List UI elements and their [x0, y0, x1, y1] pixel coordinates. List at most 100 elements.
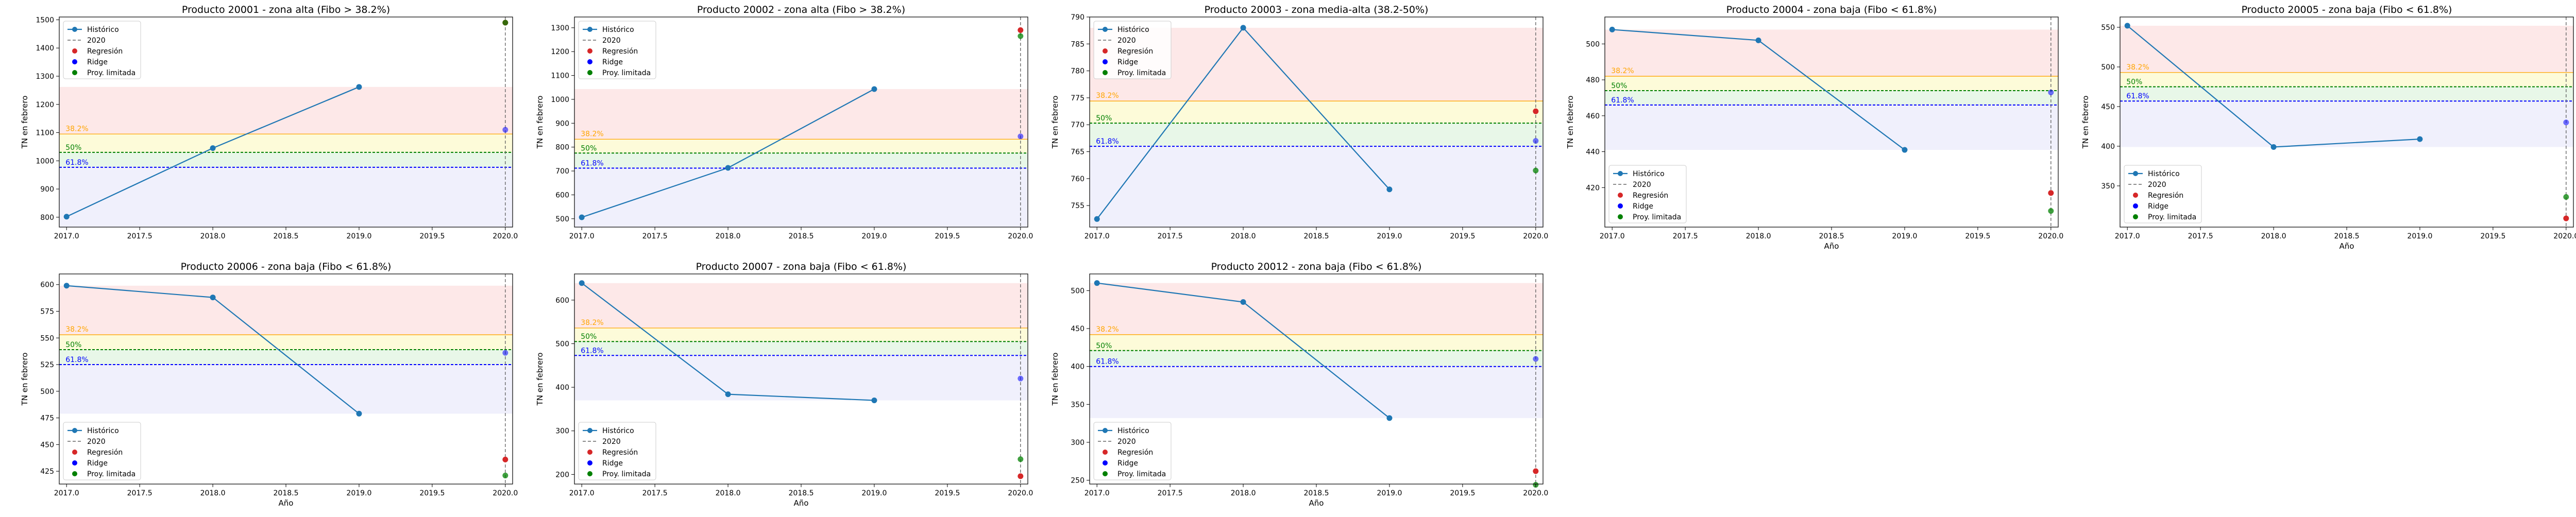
prediction-ridge-point [1018, 133, 1024, 140]
zone-mid [1605, 76, 2058, 91]
chart-title: Producto 20005 - zona baja (Fibo < 61.8%… [2242, 4, 2452, 15]
x-tick-label: 2018.5 [789, 232, 814, 240]
x-tick-label: 2019.5 [1450, 489, 1475, 497]
legend: Histórico 2020 Regresión Ridge Proy. limitad… [578, 21, 656, 79]
legend-vline-label: 2020 [1117, 438, 1136, 446]
y-tick-label: 500 [555, 340, 569, 348]
x-tick-label: 2019.5 [935, 232, 960, 240]
fibo-618-label: 61.8% [1096, 358, 1118, 366]
y-tick-label: 1000 [551, 96, 569, 104]
legend-vline-label: 2020 [602, 37, 621, 45]
fibo-50-label: 50% [581, 333, 597, 341]
chart-panel-6: 38.2% 50% 61.8% 2017.0 2017.5 2018.0 2018.5 201… [20, 261, 518, 508]
x-tick-label: 2019.5 [419, 489, 445, 497]
legend-ridge-marker [1103, 59, 1108, 64]
x-tick-label: 2017.0 [54, 489, 79, 497]
legend-ridge-label: Ridge [2148, 202, 2168, 211]
x-tick-label: 2018.0 [1746, 232, 1771, 240]
x-tick-label: 2018.0 [200, 232, 226, 240]
y-tick-label: 785 [1071, 40, 1084, 48]
y-tick-label: 900 [555, 119, 569, 128]
prediction-ridge-point [2563, 119, 2569, 126]
fibo-50-label: 50% [1611, 82, 1627, 90]
y-tick-label: 500 [555, 215, 569, 223]
x-tick-label: 2019.0 [346, 489, 371, 497]
fibo-50-label: 50% [65, 144, 81, 152]
legend-proy-marker [72, 471, 77, 476]
legend-proy-marker [2133, 214, 2138, 219]
prediction-proy-point [1018, 33, 1024, 39]
prediction-ridge-point [1018, 375, 1024, 382]
y-tick-label: 700 [555, 167, 569, 176]
legend-hist-marker [587, 27, 592, 32]
legend-hist-label: Histórico [602, 427, 634, 435]
y-tick-label: 300 [555, 427, 569, 436]
x-tick-label: 2018.0 [716, 489, 741, 497]
x-tick-label: 2017.5 [127, 232, 152, 240]
zone-low [2120, 101, 2573, 147]
x-tick-label: 2017.5 [1158, 489, 1183, 497]
legend-hist-label: Histórico [602, 26, 634, 34]
x-tick-label: 2018.0 [1231, 489, 1256, 497]
historic-point [1755, 37, 1761, 43]
fibo-50-label: 50% [2126, 78, 2142, 86]
legend-regresion-marker [72, 48, 77, 54]
legend-hist-label: Histórico [2148, 170, 2180, 178]
y-tick-label: 460 [1586, 112, 1600, 120]
historic-point [871, 397, 877, 403]
zone-mid [1090, 334, 1543, 351]
legend-proy-label: Proy. limitada [87, 69, 135, 77]
historic-point [1609, 26, 1615, 32]
legend-regresion-label: Regresión [602, 449, 638, 457]
fibo-382-label: 38.2% [581, 319, 603, 327]
x-tick-label: 2017.0 [1600, 232, 1625, 240]
legend-proy-marker [587, 70, 592, 75]
x-tick-label: 2017.0 [569, 232, 595, 240]
prediction-ridge-point [2048, 89, 2054, 95]
legend-hist-marker [1103, 428, 1108, 433]
y-tick-label: 1300 [551, 24, 569, 32]
x-tick-label: 2017.0 [2115, 232, 2140, 240]
prediction-regresion-point [2563, 215, 2569, 221]
legend-proy-label: Proy. limitada [87, 470, 135, 478]
historic-point [1094, 216, 1100, 222]
chart-panel-8: 38.2% 50% 61.8% 2017.0 2017.5 2018.0 2018.5 201… [1050, 261, 1548, 508]
historic-point [1386, 415, 1393, 421]
legend-hist-label: Histórico [87, 26, 119, 34]
y-tick-label: 525 [40, 361, 54, 369]
y-tick-label: 1200 [551, 48, 569, 56]
historic-point [2417, 136, 2423, 142]
historic-point [1094, 280, 1100, 286]
legend-regresion-marker [587, 450, 592, 455]
legend-box [2124, 165, 2202, 223]
legend-proy-marker [72, 70, 77, 75]
prediction-ridge-point [1533, 138, 1539, 144]
prediction-regresion-point [1533, 468, 1539, 474]
y-tick-label: 600 [555, 191, 569, 199]
zone-mid [2120, 72, 2573, 87]
prediction-proy-point [1018, 456, 1024, 462]
y-tick-label: 250 [1071, 477, 1084, 485]
prediction-proy-point [2048, 208, 2054, 214]
legend-regresion-marker [2133, 193, 2138, 198]
prediction-regresion-point [2048, 190, 2054, 196]
x-tick-label: 2018.0 [1231, 232, 1256, 240]
x-tick-label: 2020.0 [1523, 489, 1548, 497]
legend-box [63, 21, 141, 79]
legend-proy-label: Proy. limitada [1117, 470, 1166, 478]
zone-lowmid [59, 350, 513, 365]
x-tick-label: 2018.5 [1304, 232, 1329, 240]
legend-vline-label: 2020 [87, 37, 106, 45]
y-tick-label: 800 [40, 214, 54, 222]
y-tick-label: 790 [1071, 13, 1084, 22]
fibo-50-label: 50% [65, 341, 81, 349]
legend-proy-label: Proy. limitada [602, 470, 651, 478]
y-tick-label: 200 [555, 471, 569, 479]
zone-high [1605, 29, 2058, 77]
y-tick-label: 600 [555, 297, 569, 305]
fibo-618-label: 61.8% [65, 159, 88, 167]
legend-ridge-marker [587, 460, 592, 466]
zone-lowmid [59, 152, 513, 167]
legend-hist-marker [587, 428, 592, 433]
